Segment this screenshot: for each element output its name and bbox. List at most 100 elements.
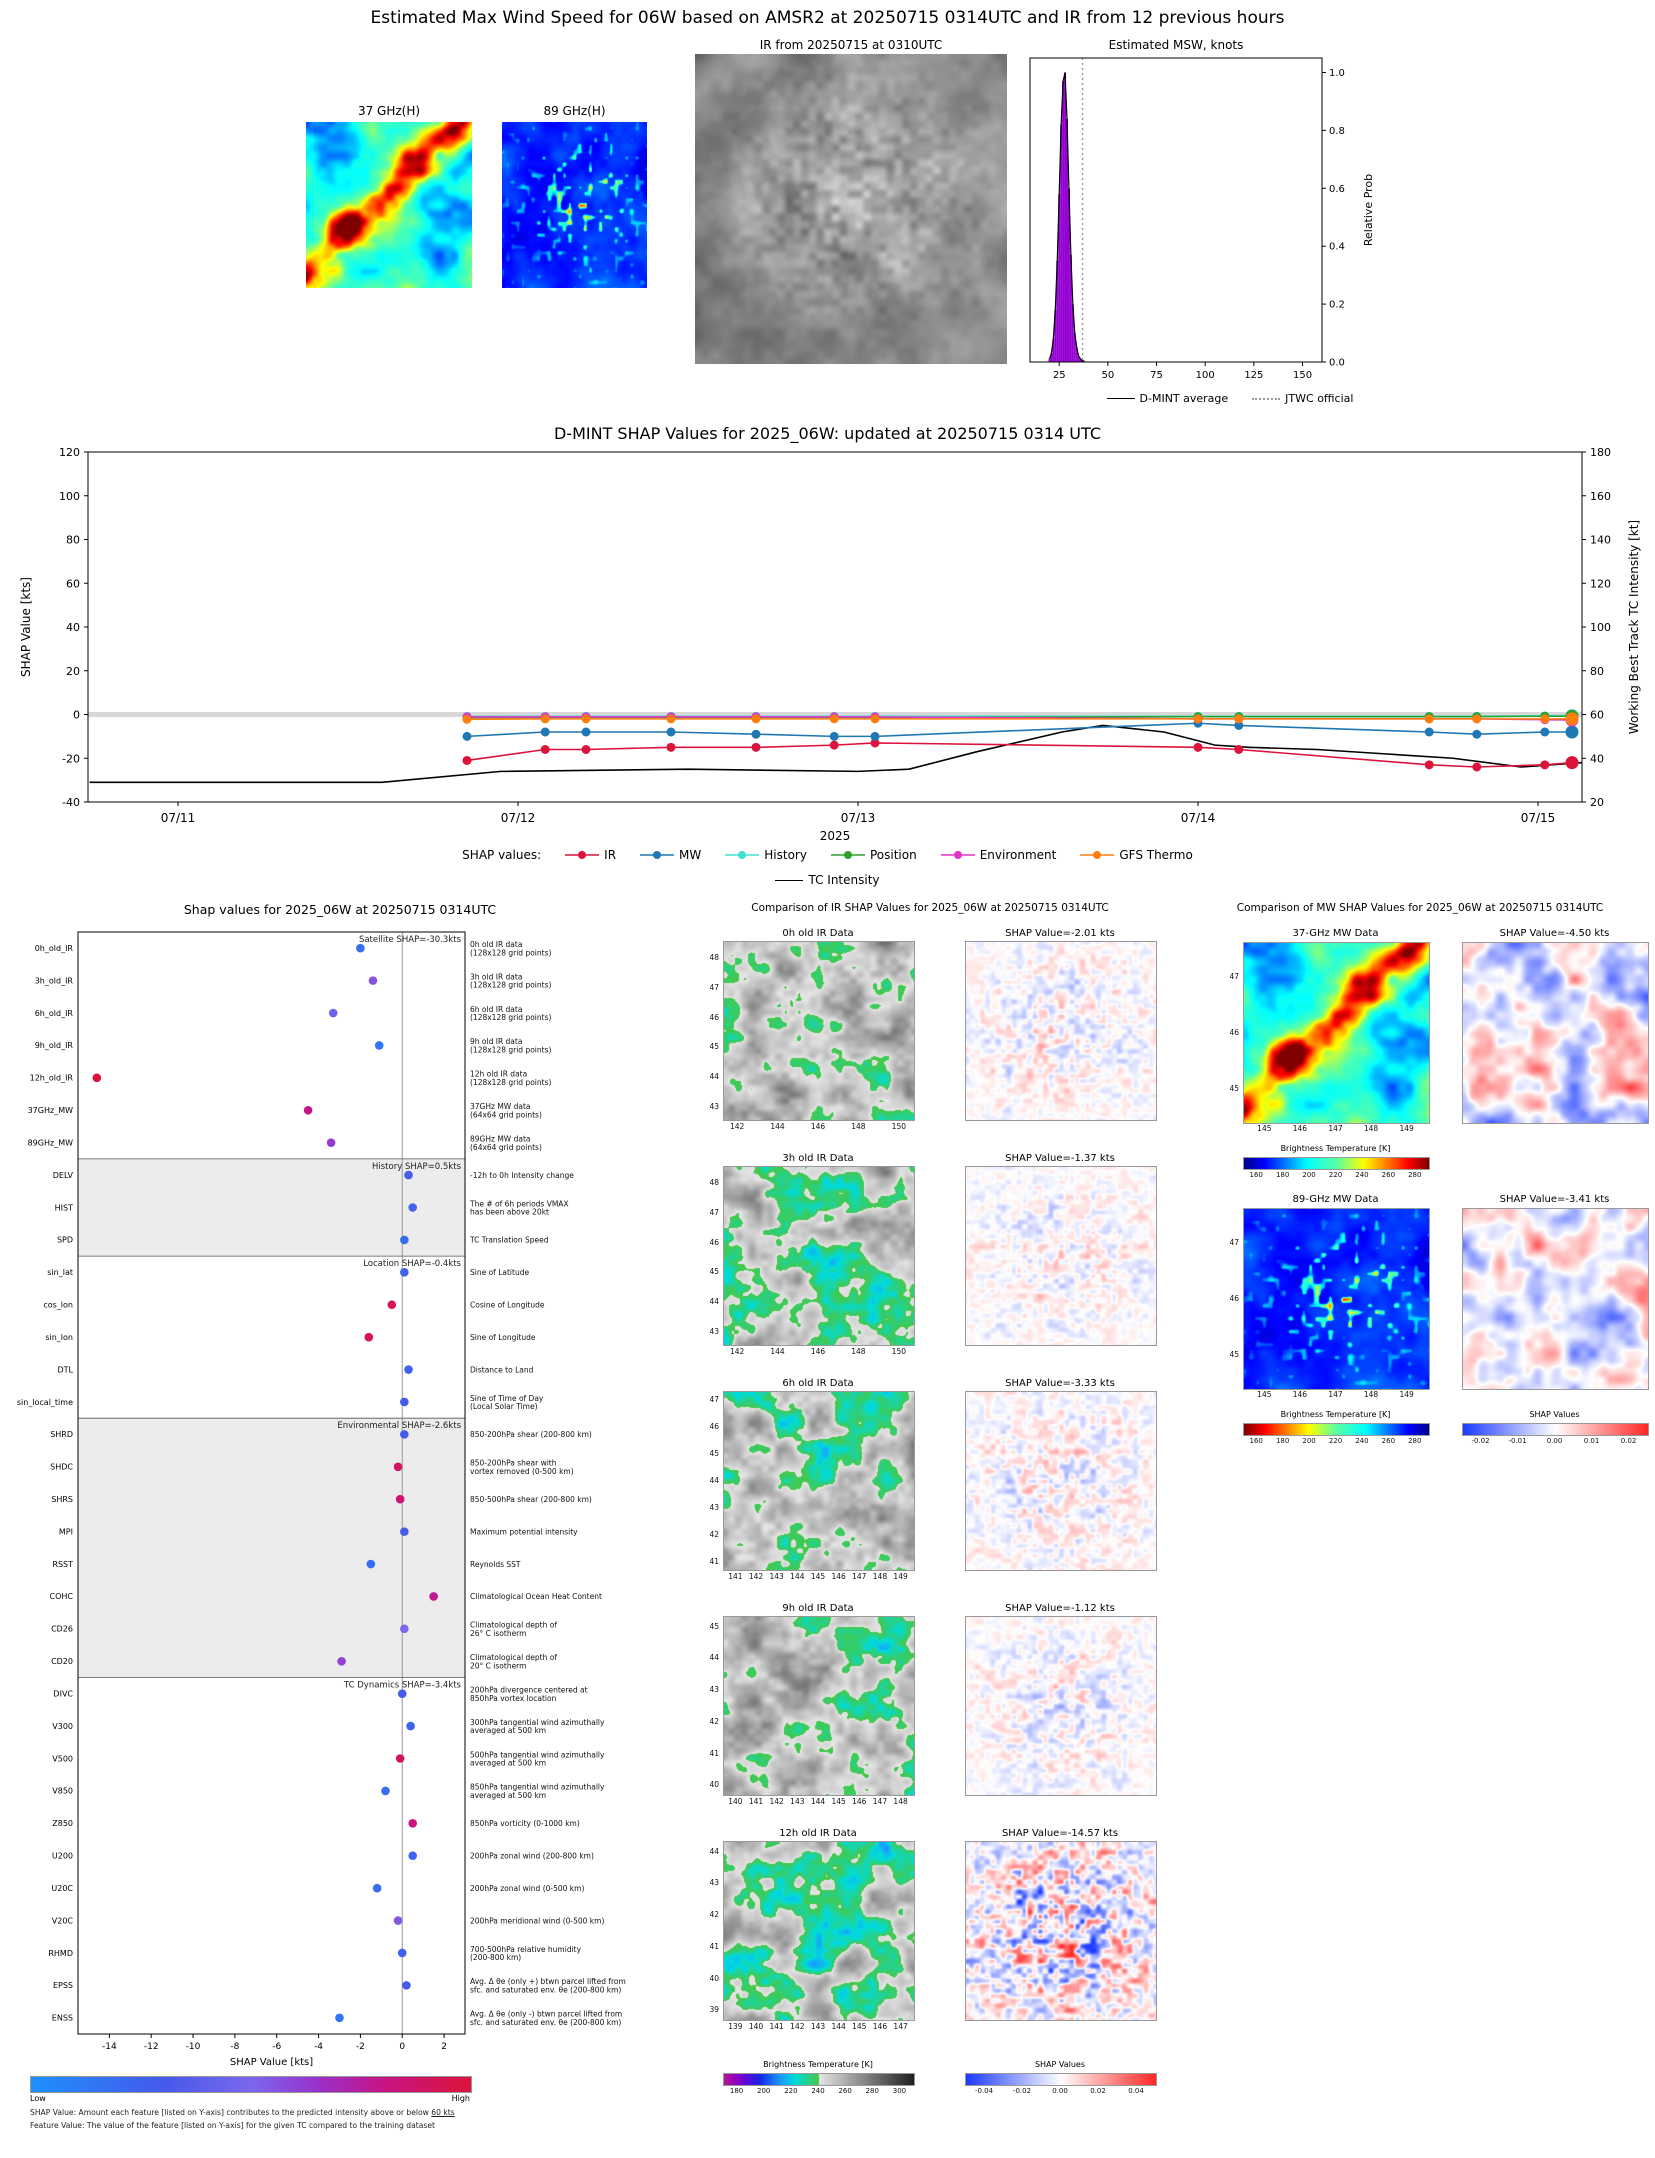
section-header: Environmental SHAP=-2.6kts: [337, 1421, 461, 1431]
ir-y-tick: 44: [709, 1071, 719, 1081]
y-tick-label: 0.6: [1329, 184, 1345, 195]
shap-dot: [393, 1916, 403, 1925]
ir-x-tick: 144: [770, 1347, 785, 1356]
legend-label: TC Intensity: [808, 873, 880, 887]
ir-data-image: [723, 1391, 915, 1571]
ir-y-tick: 43: [709, 1685, 719, 1695]
series-point: [581, 745, 591, 754]
feature-description: 700-500hPa relative humidity (200-800 km): [470, 1945, 582, 1962]
ir-x-tick: 148: [851, 1122, 866, 1131]
shap-dot: [374, 1041, 384, 1050]
x-axis-label: SHAP Value [kts]: [230, 2057, 313, 2068]
ir-y-tick: 43: [709, 1502, 719, 1512]
histogram-bar: [1054, 309, 1057, 362]
feature-description: 300hPa tangential wind azimuthally averag…: [470, 1718, 605, 1735]
feature-description: -12h to 0h Intensity change: [470, 1171, 574, 1180]
ir-y-tick: 42: [709, 1910, 719, 1920]
feature-label: 12h_old_IR: [30, 1074, 74, 1083]
ir-x-tick: 145: [831, 1797, 846, 1806]
x-tick-label: 07/15: [1521, 811, 1556, 825]
ir-shap-map: [965, 1166, 1157, 1346]
colorbar: [1462, 1423, 1649, 1436]
histogram-bar: [1067, 188, 1070, 362]
feature-label: SPD: [57, 1236, 73, 1245]
histogram-bar: [1073, 333, 1076, 362]
shap-dot: [400, 1397, 409, 1407]
colorbar-label: Brightness Temperature [K]: [763, 2060, 873, 2069]
series-point: [462, 731, 472, 741]
series-point: [1234, 714, 1244, 724]
mw-y-tick: 47: [1229, 971, 1239, 981]
colorbar-tick: 200: [1302, 1437, 1316, 1445]
legend-marker: [830, 851, 865, 859]
footnote-underlined: 60 kts: [431, 2108, 455, 2117]
chart-element: [953, 851, 962, 859]
ir-x-tick: 149: [893, 1572, 908, 1581]
feature-label: U20C: [51, 1884, 73, 1893]
solid-line-sample: [1106, 398, 1135, 399]
feature-label: DELV: [53, 1171, 74, 1180]
histogram-bar: [1064, 72, 1067, 362]
colorbar-tick: -0.02: [1012, 2087, 1032, 2095]
series-point: [1472, 762, 1482, 772]
colorbar-tick: 0.04: [1128, 2087, 1144, 2095]
feature-description: TC Translation Speed: [469, 1236, 549, 1245]
ir-shap-map: [965, 941, 1157, 1121]
ir-x-tick: 148: [851, 1347, 866, 1356]
histogram-bar: [1050, 353, 1053, 362]
feature-label: RHMD: [48, 1949, 73, 1958]
y-tick-label: 0.4: [1329, 242, 1345, 253]
feature-description: 850hPa tangential wind azimuthally averag…: [470, 1783, 605, 1800]
left-tick-label: 100: [59, 490, 80, 503]
feature-description: 850hPa vorticity (0-1000 km): [470, 1819, 580, 1828]
ir-y-tick: 40: [709, 1780, 719, 1790]
right-tick-label: 180: [1590, 446, 1611, 459]
feature-description: 89GHz MW data (64x64 grid points): [470, 1134, 542, 1151]
ir-y-tick: 42: [709, 1529, 719, 1539]
shap-dot: [406, 1721, 415, 1731]
ir-y-tick: 44: [709, 1476, 719, 1485]
shap-dot: [402, 1981, 411, 1990]
legend-item: GFS Thermo: [1080, 848, 1193, 862]
legend-label: Environment: [979, 848, 1057, 862]
right-tick-label: 60: [1590, 709, 1604, 722]
mw-comparison-title: Comparison of MW SHAP Values for 2025_06…: [1236, 902, 1604, 914]
x-tick-label: -10: [186, 2042, 201, 2052]
colorbar-tick: 240: [1355, 1437, 1369, 1445]
ir-y-tick: 46: [709, 1237, 719, 1247]
ir-y-tick: 45: [709, 1042, 719, 1052]
feature-description: 200hPa meridional wind (0-500 km): [470, 1916, 604, 1925]
section-header: History SHAP=0.5kts: [372, 1162, 462, 1172]
series-point: [1424, 727, 1434, 737]
feature-label: Z850: [52, 1819, 73, 1828]
feature-label: SHRD: [50, 1430, 73, 1439]
feature-description: 200hPa zonal wind (0-500 km): [470, 1884, 584, 1893]
feature-label: DIVC: [53, 1689, 73, 1698]
x-tick-label: 07/11: [161, 811, 196, 825]
y-tick-label: 1.0: [1329, 68, 1345, 79]
series-point: [870, 714, 880, 724]
colorbar-tick: 240: [811, 2087, 825, 2095]
feature-label: MPI: [59, 1527, 73, 1536]
mw-x-tick: 149: [1399, 1390, 1414, 1399]
right-tick-label: 140: [1590, 534, 1611, 547]
x-tick-label: 150: [1293, 370, 1312, 381]
left-tick-label: -40: [62, 796, 80, 809]
ir-x-tick: 141: [728, 1572, 743, 1581]
series-point: [1234, 720, 1244, 730]
ir-x-tick: 146: [852, 1797, 867, 1806]
feature-label: DTL: [57, 1365, 73, 1374]
legend-marker: [940, 851, 975, 859]
ir-x-tick: 150: [891, 1122, 906, 1131]
series-point: [1540, 727, 1550, 737]
mw-x-tick: 145: [1257, 1124, 1272, 1133]
feature-label: V20C: [52, 1916, 74, 1925]
feature-label: COHC: [50, 1592, 74, 1601]
series-point: [1565, 756, 1579, 770]
colorbar-label: Brightness Temperature [K]: [1280, 1410, 1391, 1419]
colorbar-tick: 0.00: [1546, 1437, 1563, 1445]
mw-y-tick: 45: [1229, 1084, 1239, 1094]
left-tick-label: 60: [66, 577, 80, 590]
ir-x-tick: 143: [769, 1572, 784, 1581]
series-point: [666, 714, 676, 724]
